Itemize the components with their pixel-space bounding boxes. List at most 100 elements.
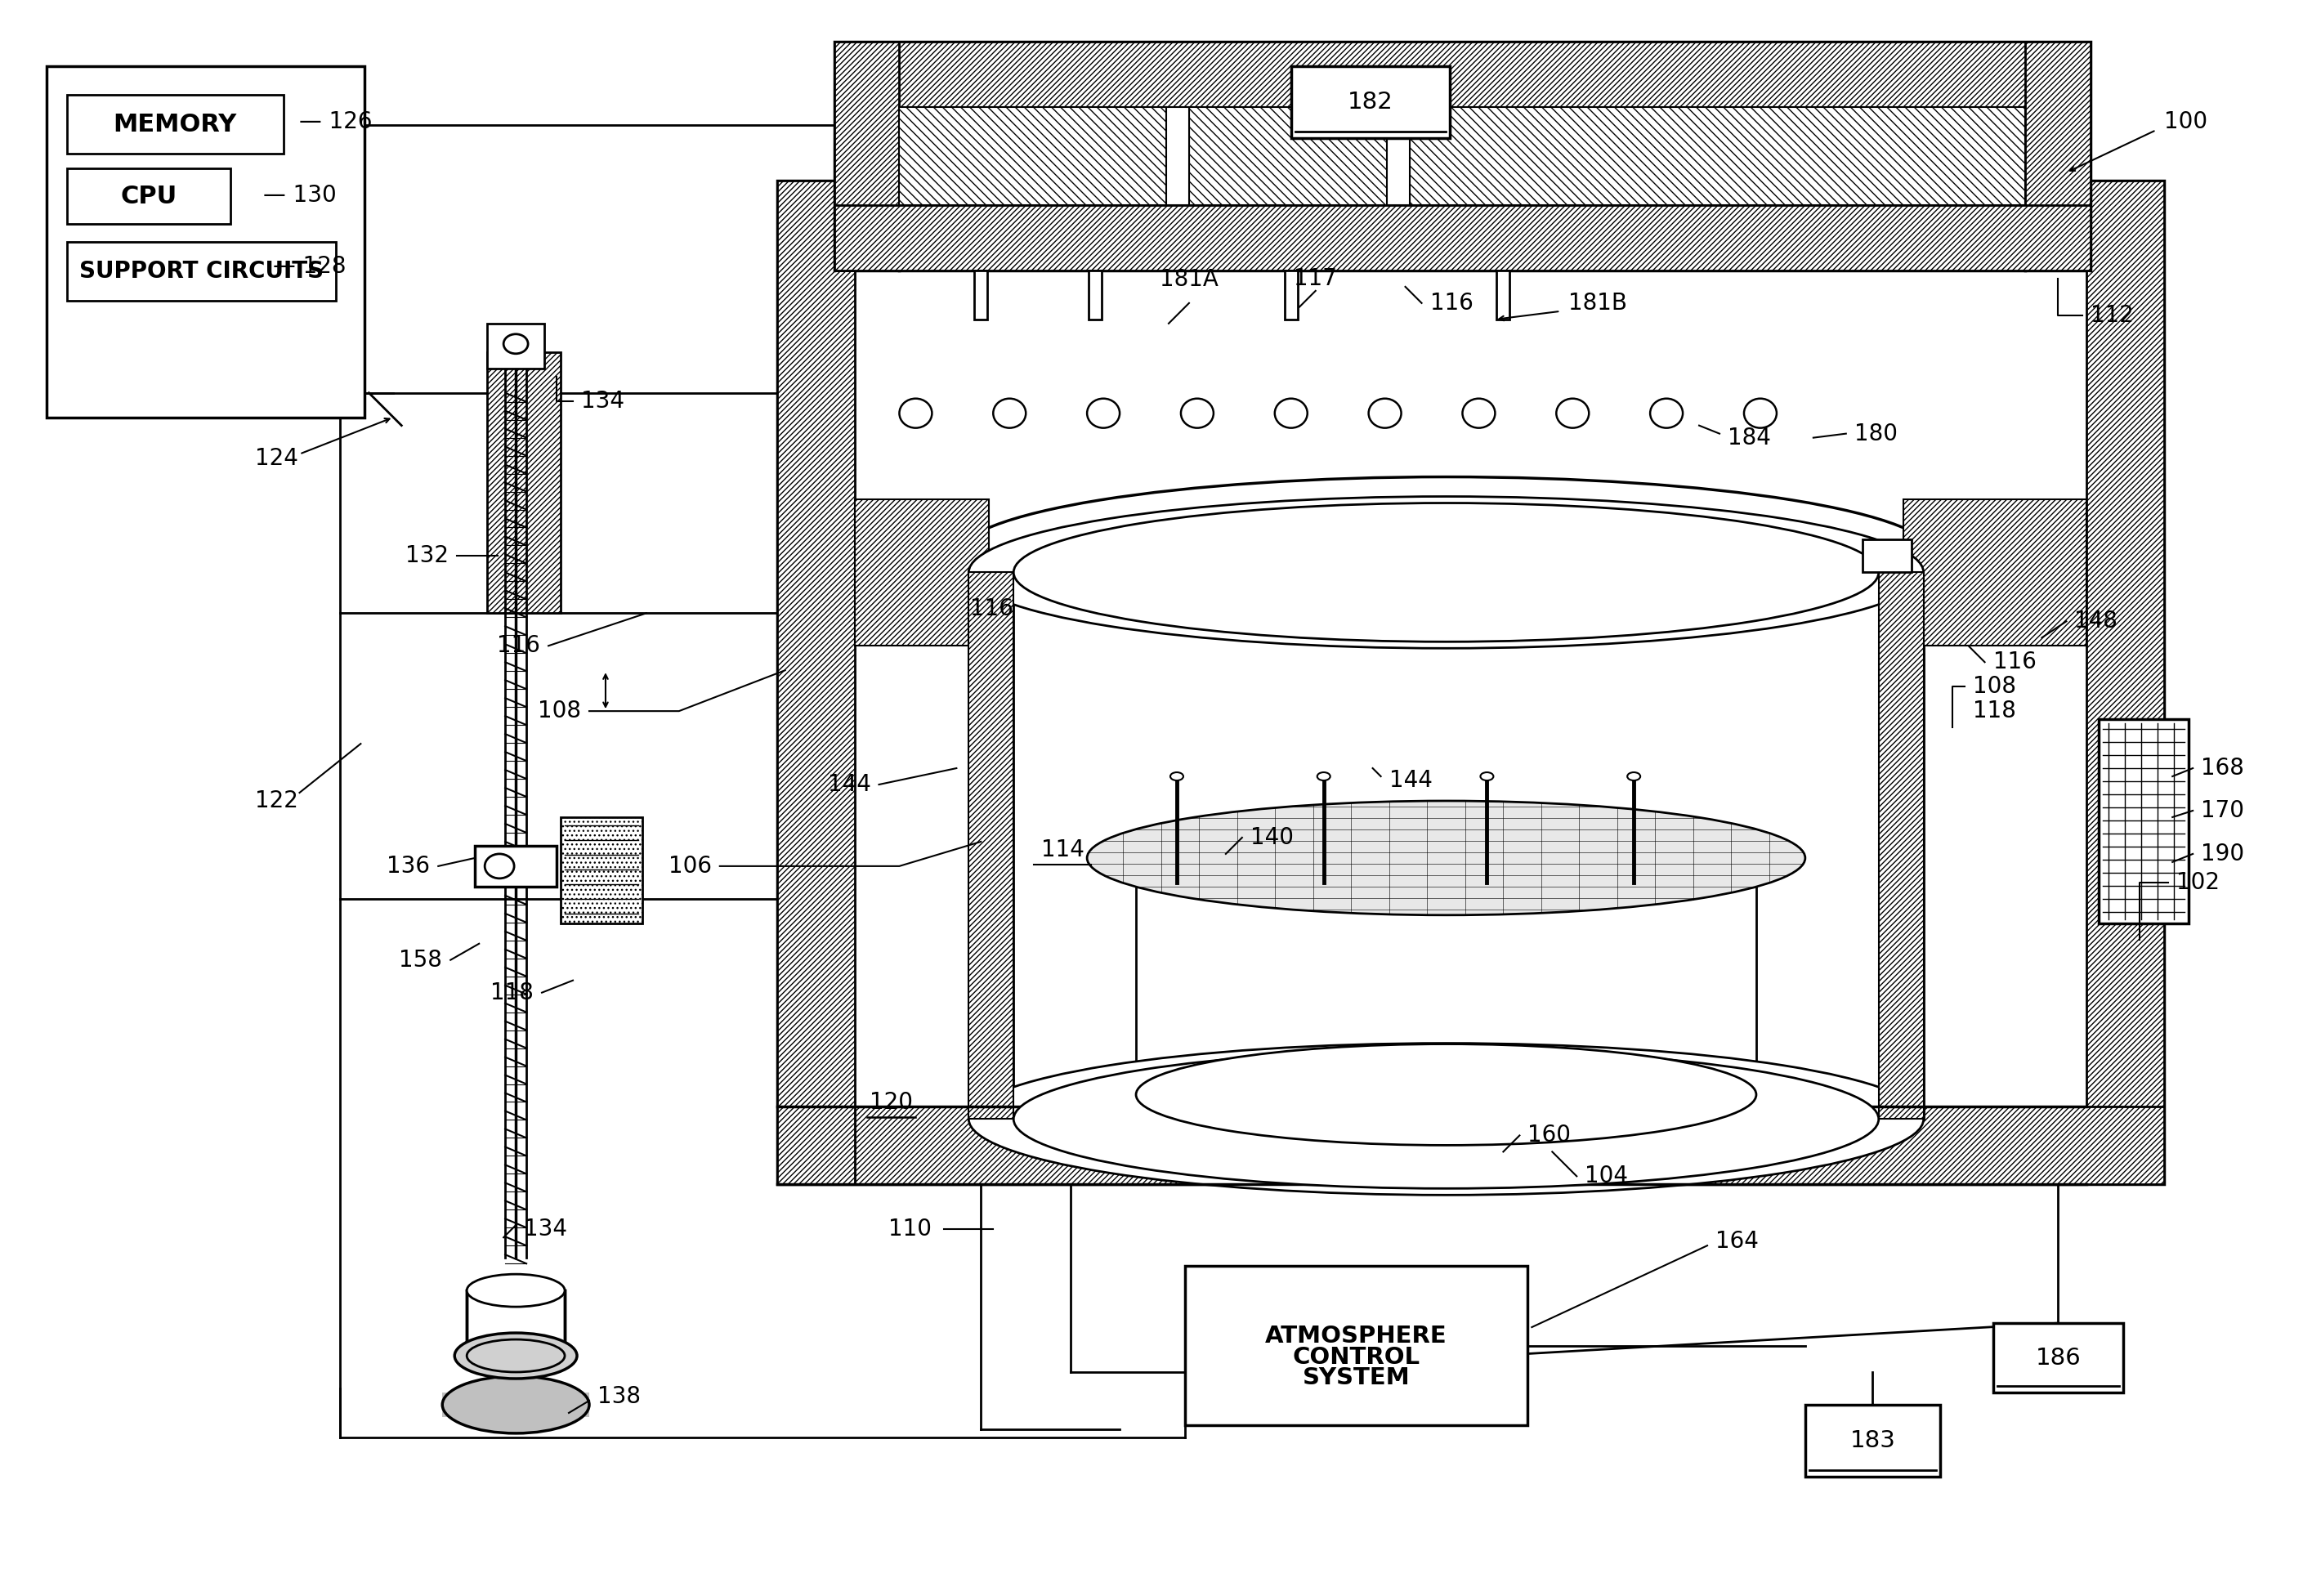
Ellipse shape — [1080, 514, 1813, 630]
Text: MEMORY: MEMORY — [113, 112, 236, 136]
Bar — [488, 324, 543, 369]
Text: 158: 158 — [400, 948, 442, 972]
Polygon shape — [777, 180, 2164, 259]
Ellipse shape — [504, 334, 527, 354]
Bar — [1165, 107, 1188, 206]
Ellipse shape — [442, 1376, 590, 1433]
Polygon shape — [835, 41, 899, 270]
Text: 112: 112 — [2090, 303, 2134, 327]
Polygon shape — [1903, 500, 2088, 646]
Text: 118: 118 — [1972, 699, 2016, 723]
Bar — [777, 180, 2164, 1184]
Polygon shape — [855, 500, 990, 646]
Ellipse shape — [1318, 772, 1329, 780]
Ellipse shape — [1135, 808, 1757, 908]
Text: 106: 106 — [668, 855, 712, 878]
Bar — [1863, 539, 1912, 573]
Text: — 126: — 126 — [301, 110, 372, 134]
Bar — [1496, 270, 1510, 319]
Ellipse shape — [1480, 772, 1494, 780]
Ellipse shape — [1651, 399, 1683, 428]
Text: 108: 108 — [1972, 675, 2016, 697]
Text: 120: 120 — [869, 1092, 913, 1114]
Bar — [1285, 270, 1297, 319]
Ellipse shape — [467, 1274, 564, 1307]
Ellipse shape — [1743, 399, 1776, 428]
Ellipse shape — [1628, 772, 1639, 780]
Text: 144: 144 — [828, 772, 872, 796]
Text: 114: 114 — [1040, 838, 1084, 862]
Text: CONTROL: CONTROL — [1292, 1345, 1420, 1368]
Bar — [442, 1392, 590, 1417]
Text: 170: 170 — [2201, 800, 2245, 822]
Bar — [67, 243, 335, 300]
Bar — [67, 96, 282, 153]
Bar — [1387, 107, 1410, 206]
Text: 186: 186 — [2035, 1347, 2081, 1369]
Text: 104: 104 — [1584, 1165, 1628, 1187]
Bar — [2099, 720, 2189, 922]
Bar — [562, 817, 643, 922]
Text: 116: 116 — [497, 634, 541, 658]
Text: 124: 124 — [254, 447, 298, 469]
Ellipse shape — [1463, 399, 1496, 428]
Text: 183: 183 — [1850, 1428, 1896, 1452]
Polygon shape — [2088, 180, 2164, 1184]
Text: 148: 148 — [2074, 610, 2118, 632]
Text: 117: 117 — [1295, 267, 1336, 290]
Text: SUPPORT CIRCUITS: SUPPORT CIRCUITS — [79, 260, 324, 282]
Text: 180: 180 — [1854, 423, 1898, 445]
Text: 184: 184 — [1727, 426, 1771, 448]
Bar — [488, 353, 562, 613]
Bar — [474, 846, 557, 886]
Ellipse shape — [990, 500, 1903, 646]
Ellipse shape — [1135, 1044, 1757, 1146]
Text: 181A: 181A — [1161, 268, 1218, 290]
Text: 132: 132 — [405, 544, 449, 568]
Text: CPU: CPU — [120, 184, 176, 207]
Text: 100: 100 — [2164, 110, 2208, 134]
Text: 138: 138 — [596, 1385, 640, 1408]
Text: ATMOSPHERE: ATMOSPHERE — [1265, 1325, 1447, 1347]
Ellipse shape — [1087, 801, 1806, 915]
Ellipse shape — [486, 854, 513, 878]
Text: 116: 116 — [971, 597, 1013, 621]
Polygon shape — [1410, 107, 2025, 206]
Text: 122: 122 — [254, 790, 298, 812]
Bar — [1806, 1404, 1940, 1476]
Text: 164: 164 — [1716, 1231, 1759, 1253]
Text: 110: 110 — [888, 1218, 932, 1240]
Text: 144: 144 — [1390, 769, 1431, 792]
Polygon shape — [835, 206, 2090, 270]
Text: 102: 102 — [2176, 871, 2220, 894]
Bar — [1993, 1323, 2122, 1392]
Bar — [1089, 270, 1103, 319]
Ellipse shape — [994, 399, 1027, 428]
Bar — [467, 1291, 564, 1355]
Text: 116: 116 — [1993, 651, 2037, 674]
Ellipse shape — [957, 477, 1935, 635]
Ellipse shape — [467, 1339, 564, 1373]
Text: 118: 118 — [490, 982, 534, 1004]
Ellipse shape — [899, 399, 932, 428]
Polygon shape — [969, 573, 1013, 1119]
Polygon shape — [1188, 107, 1390, 206]
Ellipse shape — [1087, 399, 1119, 428]
Polygon shape — [835, 41, 2090, 107]
Ellipse shape — [1013, 1050, 1880, 1189]
Polygon shape — [899, 107, 1168, 206]
Ellipse shape — [1170, 772, 1184, 780]
Text: — 128: — 128 — [273, 255, 347, 278]
Bar — [835, 41, 2090, 270]
Polygon shape — [1880, 573, 1924, 1119]
Text: — 130: — 130 — [264, 184, 335, 207]
Text: 134: 134 — [580, 389, 624, 412]
Bar — [67, 169, 231, 223]
Ellipse shape — [1181, 399, 1214, 428]
Text: 160: 160 — [1528, 1124, 1572, 1148]
Text: 182: 182 — [1348, 91, 1394, 113]
Polygon shape — [2025, 41, 2090, 270]
Ellipse shape — [1369, 399, 1401, 428]
Text: SYSTEM: SYSTEM — [1302, 1366, 1410, 1390]
Text: 181B: 181B — [1568, 292, 1628, 314]
